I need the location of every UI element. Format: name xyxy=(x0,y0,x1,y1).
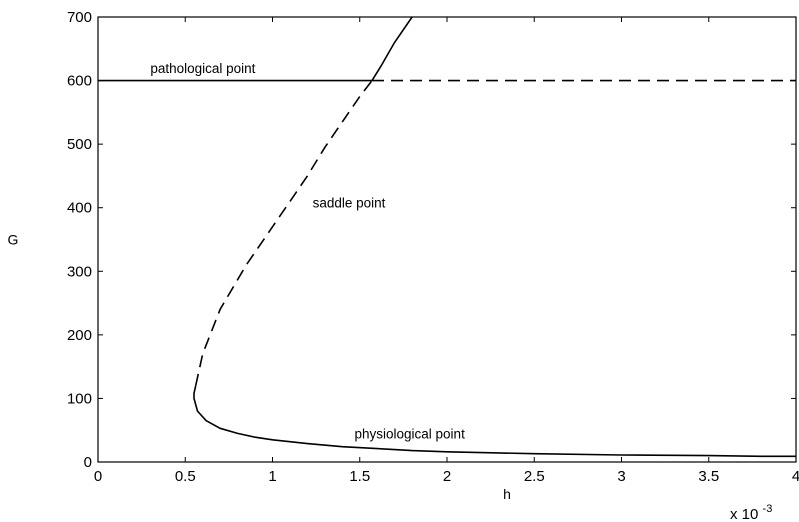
plot-area xyxy=(97,16,797,463)
x-tick-label: 3.5 xyxy=(698,468,719,485)
x-tick-label: 0.5 xyxy=(175,468,196,485)
y-tick-label: 0 xyxy=(84,454,92,471)
x-tick-label: 0 xyxy=(94,468,102,485)
x-tick-label: 2 xyxy=(443,468,451,485)
y-tick-label: 300 xyxy=(67,263,92,280)
x-tick-label: 4 xyxy=(792,468,799,485)
y-tick-label: 200 xyxy=(67,327,92,344)
y-axis-label: G xyxy=(8,232,19,248)
annotation-label: physiological point xyxy=(355,426,466,441)
y-tick-label: 400 xyxy=(67,200,92,217)
annotations: pathological point saddle point physiologi… xyxy=(150,61,465,442)
y-tick-label: 600 xyxy=(67,73,92,90)
x-axis-multiplier-exponent: -3 xyxy=(763,503,773,515)
x-tick-label: 3 xyxy=(617,468,625,485)
x-axis-multiplier: x 10 -3 xyxy=(730,503,772,522)
plot-frame xyxy=(97,16,797,463)
y-tick-label: 100 xyxy=(67,390,92,407)
series-line-dashed xyxy=(194,80,373,386)
x-tick-label: 1 xyxy=(268,468,276,485)
series-line-solid xyxy=(193,385,796,458)
annotation-label: pathological point xyxy=(150,61,255,76)
y-tick-label: 500 xyxy=(67,136,92,153)
y-tick-label: 700 xyxy=(67,9,92,26)
y-axis: 0 100 200 300 400 500 600 700 xyxy=(67,9,796,471)
x-tick-label: 1.5 xyxy=(349,468,370,485)
x-axis: 0 0.5 1 1.5 2 2.5 3 3.5 4 xyxy=(94,17,799,485)
x-axis-multiplier-base: x 10 xyxy=(730,506,758,522)
x-tick-label: 2.5 xyxy=(524,468,545,485)
series-line-solid xyxy=(371,16,413,82)
x-axis-label: h xyxy=(503,486,511,502)
annotation-label: saddle point xyxy=(313,196,386,211)
